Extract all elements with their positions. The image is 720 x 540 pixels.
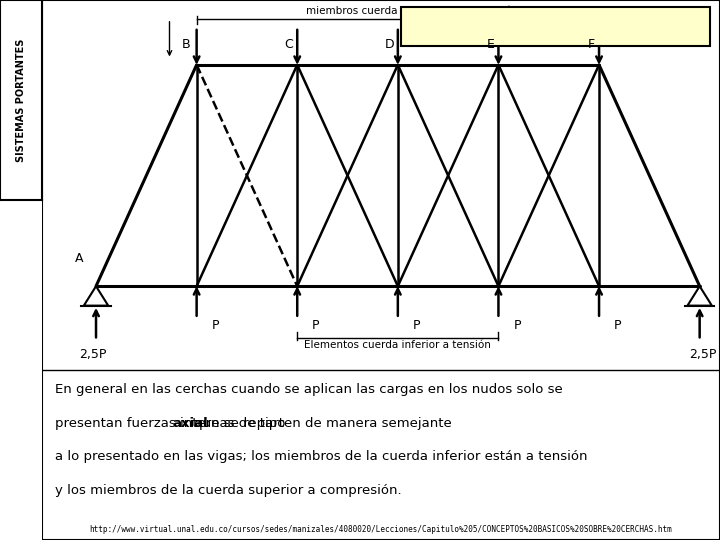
Text: P: P bbox=[212, 319, 219, 332]
Text: que se reparten de manera semejante: que se reparten de manera semejante bbox=[191, 417, 452, 430]
Text: P: P bbox=[614, 319, 621, 332]
Text: 2,5P: 2,5P bbox=[79, 348, 107, 361]
Text: En general en las cerchas cuando se aplican las cargas en los nudos solo se: En general en las cerchas cuando se apli… bbox=[55, 383, 563, 396]
Text: miembros cuerda superior a compresión: miembros cuerda superior a compresión bbox=[305, 6, 517, 16]
Text: F: F bbox=[588, 38, 595, 51]
Text: D: D bbox=[385, 38, 395, 51]
Text: P: P bbox=[312, 319, 320, 332]
Text: y los miembros de la cuerda superior a compresión.: y los miembros de la cuerda superior a c… bbox=[55, 484, 402, 497]
Text: a lo presentado en las vigas; los miembros de la cuerda inferior están a tensión: a lo presentado en las vigas; los miembr… bbox=[55, 450, 588, 463]
Text: axial: axial bbox=[173, 417, 209, 430]
Text: Elementos cuerda inferior a tensión: Elementos cuerda inferior a tensión bbox=[305, 340, 491, 350]
FancyBboxPatch shape bbox=[401, 7, 710, 46]
Text: FUNDAMENTACIÓN ESTRUCTURAL: FUNDAMENTACIÓN ESTRUCTURAL bbox=[16, 277, 26, 463]
Text: A: A bbox=[75, 252, 84, 265]
Text: SISTEMAS PORTANTES: SISTEMAS PORTANTES bbox=[16, 38, 26, 161]
Text: http://www.virtual.unal.edu.co/cursos/sedes/manizales/4080020/Lecciones/Capitulo: http://www.virtual.unal.edu.co/cursos/se… bbox=[89, 524, 672, 534]
Text: 2,5P: 2,5P bbox=[689, 348, 716, 361]
Text: P: P bbox=[513, 319, 521, 332]
Text: B: B bbox=[182, 38, 191, 51]
Text: P: P bbox=[413, 319, 420, 332]
Text: RETICULADOS: RETICULADOS bbox=[485, 17, 626, 36]
Text: E: E bbox=[487, 38, 494, 51]
Text: presentan fuerzas internas de tipo: presentan fuerzas internas de tipo bbox=[55, 417, 290, 430]
Text: C: C bbox=[284, 38, 294, 51]
